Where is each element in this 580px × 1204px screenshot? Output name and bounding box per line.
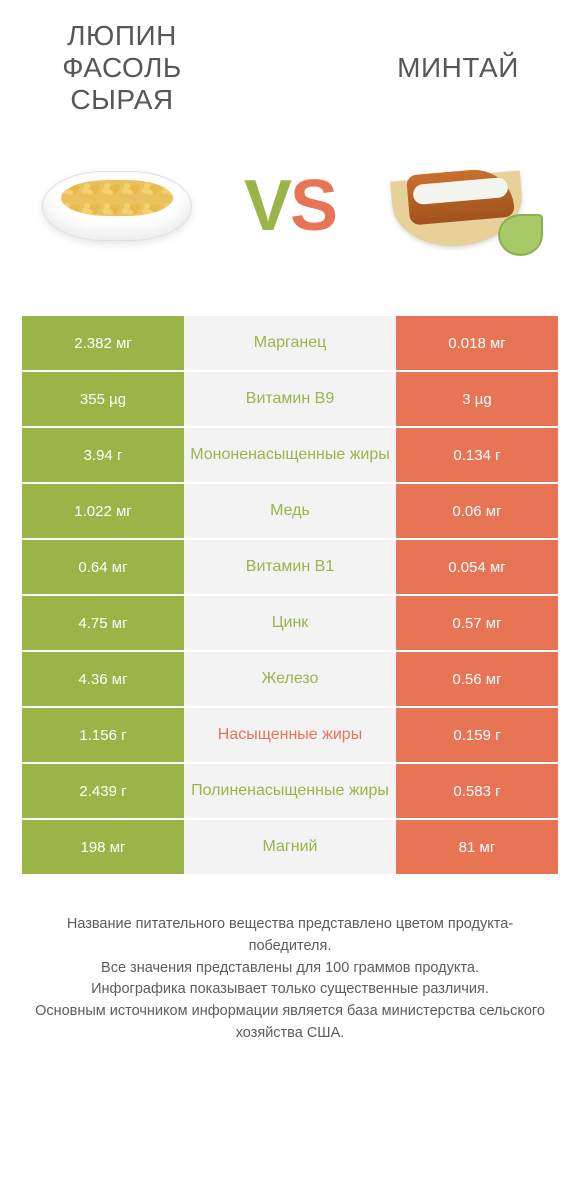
vs-s-letter: S bbox=[290, 166, 336, 246]
left-value: 4.36 мг bbox=[22, 652, 184, 706]
left-value: 2.382 мг bbox=[22, 316, 184, 370]
footer-line: Основным источником информации является … bbox=[32, 1001, 548, 1045]
left-value: 2.439 г bbox=[22, 764, 184, 818]
right-value: 0.57 мг bbox=[396, 596, 558, 650]
nutrient-label: Магний bbox=[184, 820, 396, 874]
nutrient-label: Витамин B9 bbox=[184, 372, 396, 426]
table-row: 1.156 гНасыщенные жиры0.159 г bbox=[22, 708, 558, 762]
table-row: 0.64 мгВитамин B10.054 мг bbox=[22, 540, 558, 594]
right-value: 0.56 мг bbox=[396, 652, 558, 706]
left-value: 1.156 г bbox=[22, 708, 184, 762]
hero-row: VS bbox=[22, 146, 558, 266]
right-value: 0.054 мг bbox=[396, 540, 558, 594]
comparison-table: 2.382 мгМарганец0.018 мг355 µgВитамин B9… bbox=[22, 316, 558, 874]
footer-line: Все значения представлены для 100 граммо… bbox=[32, 958, 548, 980]
right-value: 0.06 мг bbox=[396, 484, 558, 538]
right-title: МИНТАЙ bbox=[358, 20, 558, 116]
vs-v-letter: V bbox=[244, 166, 290, 246]
table-row: 198 мгМагний81 мг bbox=[22, 820, 558, 874]
left-value: 4.75 мг bbox=[22, 596, 184, 650]
lupin-bowl-icon bbox=[42, 171, 192, 241]
table-row: 355 µgВитамин B93 µg bbox=[22, 372, 558, 426]
footer-notes: Название питательного вещества представл… bbox=[22, 914, 558, 1045]
right-value: 3 µg bbox=[396, 372, 558, 426]
nutrient-label: Мононенасыщенные жиры bbox=[184, 428, 396, 482]
nutrient-label: Витамин B1 bbox=[184, 540, 396, 594]
footer-line: Название питательного вещества представл… bbox=[32, 914, 548, 958]
left-food-image bbox=[32, 146, 202, 266]
nutrient-label: Марганец bbox=[184, 316, 396, 370]
table-row: 3.94 гМононенасыщенные жиры0.134 г bbox=[22, 428, 558, 482]
right-value: 0.583 г bbox=[396, 764, 558, 818]
nutrient-label: Цинк bbox=[184, 596, 396, 650]
table-row: 4.36 мгЖелезо0.56 мг bbox=[22, 652, 558, 706]
nutrient-label: Насыщенные жиры bbox=[184, 708, 396, 762]
titles-row: ЛЮПИН ФАСОЛЬ СЫРАЯ МИНТАЙ bbox=[22, 20, 558, 116]
table-row: 1.022 мгМедь0.06 мг bbox=[22, 484, 558, 538]
right-food-image bbox=[378, 146, 548, 266]
vs-label: VS bbox=[244, 165, 336, 247]
fish-taco-icon bbox=[383, 156, 543, 256]
left-value: 0.64 мг bbox=[22, 540, 184, 594]
left-value: 198 мг bbox=[22, 820, 184, 874]
left-value: 355 µg bbox=[22, 372, 184, 426]
right-value: 0.159 г bbox=[396, 708, 558, 762]
right-value: 0.134 г bbox=[396, 428, 558, 482]
footer-line: Инфографика показывает только существенн… bbox=[32, 979, 548, 1001]
left-value: 1.022 мг bbox=[22, 484, 184, 538]
right-value: 0.018 мг bbox=[396, 316, 558, 370]
right-value: 81 мг bbox=[396, 820, 558, 874]
nutrient-label: Полиненасыщенные жиры bbox=[184, 764, 396, 818]
table-row: 2.439 гПолиненасыщенные жиры0.583 г bbox=[22, 764, 558, 818]
table-row: 2.382 мгМарганец0.018 мг bbox=[22, 316, 558, 370]
nutrient-label: Железо bbox=[184, 652, 396, 706]
comparison-container: ЛЮПИН ФАСОЛЬ СЫРАЯ МИНТАЙ VS 2.382 мгМар… bbox=[0, 0, 580, 1065]
left-value: 3.94 г bbox=[22, 428, 184, 482]
table-row: 4.75 мгЦинк0.57 мг bbox=[22, 596, 558, 650]
left-title: ЛЮПИН ФАСОЛЬ СЫРАЯ bbox=[22, 20, 222, 116]
nutrient-label: Медь bbox=[184, 484, 396, 538]
